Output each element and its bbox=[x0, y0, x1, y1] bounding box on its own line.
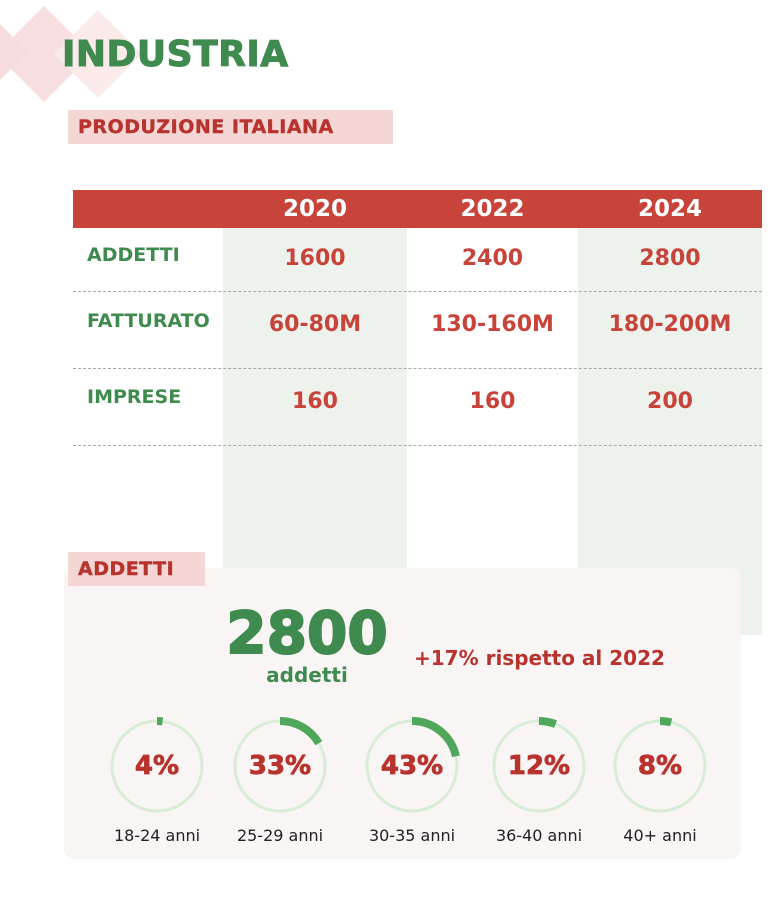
table-row-addetti: ADDETTI 1600 2400 2800 bbox=[73, 228, 762, 291]
age-range-label: 18-24 anni bbox=[113, 826, 201, 845]
age-range-label: 30-35 anni bbox=[368, 826, 456, 845]
total-addetti: 2800 bbox=[225, 599, 388, 667]
table-cell: 60-80M bbox=[268, 312, 362, 337]
row-label: FATTURATO bbox=[87, 310, 210, 332]
column-header-2020: 2020 bbox=[282, 196, 347, 222]
ring-svg bbox=[231, 717, 329, 815]
table-cell: 200 bbox=[647, 389, 693, 414]
ring-fill-arc bbox=[611, 717, 709, 815]
age-ring-gauge: 33% bbox=[230, 716, 330, 816]
column-header-2022: 2022 bbox=[460, 196, 525, 222]
section-label-addetti: ADDETTI bbox=[68, 552, 205, 586]
table-cell: 1600 bbox=[284, 246, 346, 271]
ring-percent: 12% bbox=[507, 751, 571, 782]
row-label: ADDETTI bbox=[87, 244, 180, 266]
ring-fill-arc bbox=[108, 717, 206, 815]
column-shade-2024 bbox=[578, 228, 762, 635]
table-cell: 2800 bbox=[639, 246, 701, 271]
age-ring-gauge: 12% bbox=[489, 716, 589, 816]
row-divider bbox=[73, 368, 762, 369]
ring-svg bbox=[108, 717, 206, 815]
table-cell: 160 bbox=[469, 389, 516, 414]
ring-svg bbox=[363, 717, 461, 815]
age-range-label: 25-29 anni bbox=[236, 826, 324, 845]
table-row-imprese: IMPRESE 160 160 200 bbox=[73, 369, 762, 445]
ring-percent: 33% bbox=[248, 751, 312, 782]
table-cell: 180-200M bbox=[608, 312, 732, 337]
row-divider bbox=[73, 291, 762, 292]
ring-svg bbox=[490, 717, 588, 815]
total-addetti-unit: addetti bbox=[266, 663, 348, 687]
table-row-fatturato: FATTURATO 60-80M 130-160M 180-200M bbox=[73, 292, 762, 368]
section-label-production: PRODUZIONE ITALIANA bbox=[68, 110, 393, 144]
row-label: IMPRESE bbox=[87, 386, 182, 408]
column-header-2024: 2024 bbox=[637, 196, 702, 222]
ring-svg bbox=[611, 717, 709, 815]
ring-percent: 43% bbox=[380, 751, 444, 782]
age-range-label: 36-40 anni bbox=[495, 826, 583, 845]
column-shade-2020 bbox=[223, 228, 407, 635]
change-vs-2022: +17% rispetto al 2022 bbox=[414, 646, 665, 670]
page-title: INDUSTRIA bbox=[62, 34, 289, 76]
ring-fill-arc bbox=[490, 717, 588, 815]
chevron-decoration bbox=[0, 6, 142, 102]
age-range-label: 40+ anni bbox=[623, 826, 697, 845]
table-cell: 130-160M bbox=[431, 312, 554, 337]
table-header: 2020 2022 2024 bbox=[73, 190, 762, 228]
ring-percent: 8% bbox=[637, 751, 683, 782]
age-ring-gauge: 4% bbox=[107, 716, 207, 816]
row-divider bbox=[73, 445, 762, 446]
age-ring-gauge: 43% bbox=[362, 716, 462, 816]
ring-percent: 4% bbox=[134, 751, 180, 782]
ring-fill-arc bbox=[363, 717, 461, 815]
table-cell: 2400 bbox=[461, 246, 524, 271]
age-ring-gauge: 8% bbox=[610, 716, 710, 816]
table-cell: 160 bbox=[292, 389, 338, 414]
ring-fill-arc bbox=[231, 717, 329, 815]
